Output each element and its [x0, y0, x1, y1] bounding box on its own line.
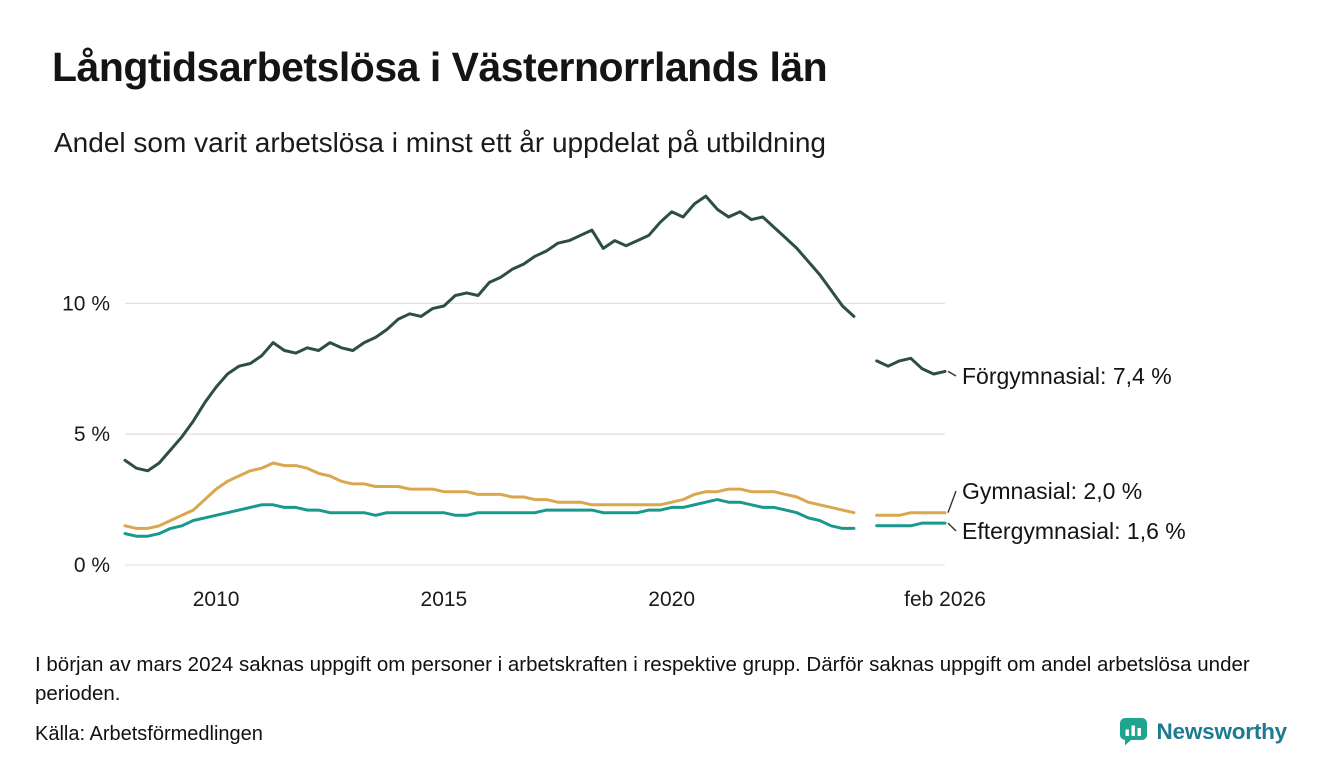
label-connector-line: [947, 370, 957, 377]
x-tick-label: feb 2026: [904, 588, 986, 611]
data-gap-footnote: I början av mars 2024 saknas uppgift om …: [35, 653, 1250, 705]
series-end-label-gymnasial: Gymnasial: 2,0 %: [962, 478, 1143, 504]
newsworthy-bar-chart-icon: [1120, 718, 1148, 746]
y-tick-label: 10 %: [62, 292, 110, 315]
label-connector-line: [947, 522, 957, 532]
x-tick-label: 2015: [421, 588, 468, 611]
newsworthy-logo-text: Newsworthy: [1156, 718, 1287, 744]
label-connector-line: [947, 490, 957, 513]
series-line-gymnasial: [123, 461, 947, 530]
x-tick-label: 2020: [648, 588, 695, 611]
series-end-label-forgymnasial: Förgymnasial: 7,4 %: [962, 363, 1172, 389]
series-line-förgymnasial: [123, 194, 947, 473]
source-attribution: Källa: Arbetsförmedlingen: [35, 723, 263, 745]
page-title: Långtidsarbetslösa i Västernorrlands län: [52, 44, 828, 90]
y-tick-label: 0 %: [74, 554, 110, 577]
series-end-label-eftergymnasial: Eftergymnasial: 1,6 %: [962, 518, 1186, 544]
series-line-eftergymnasial: [123, 498, 947, 538]
x-tick-label: 2010: [193, 588, 240, 611]
y-tick-label: 5 %: [74, 423, 110, 446]
newsworthy-logo: Newsworthy: [1119, 717, 1287, 746]
page-subtitle: Andel som varit arbetslösa i minst ett å…: [54, 127, 826, 158]
